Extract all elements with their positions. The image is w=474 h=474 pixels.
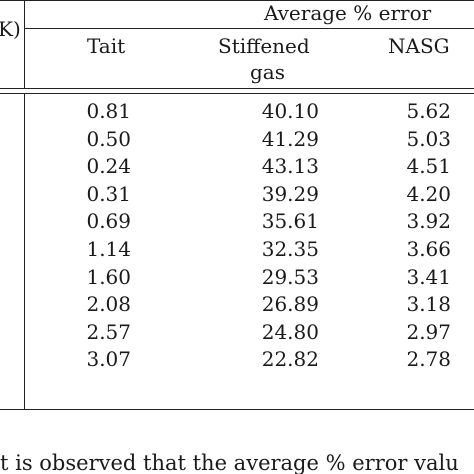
group-header-underline [24,28,474,29]
table-cell: 0.50 [86,126,131,151]
table-cell: 0.81 [86,99,131,123]
table-cell: 29.53 [261,264,319,289]
table-cell: 41.29 [261,126,319,151]
table-cell: 2.57 [86,319,131,344]
table-cell: 2.78 [406,347,451,372]
table-cell: 2.97 [406,319,451,344]
top-rule [0,0,474,1]
table-cell: 40.10 [261,99,319,123]
header-bottom-rule-2 [0,93,474,94]
table-cell: 26.89 [261,292,319,317]
stub-column-divider-body [24,93,25,409]
stub-header-fragment: K) [0,17,21,41]
table-cell: 2.08 [86,292,131,317]
column-header-stiffened: Stiffened [218,34,310,58]
table-cell: 1.60 [86,264,131,289]
table-cell: 3.41 [406,264,451,289]
table-cell: 0.31 [86,181,131,206]
table-cell: 39.29 [261,181,319,206]
table-cell: 24.80 [261,319,319,344]
column-header-nasg: NASG [388,34,450,58]
table-bottom-rule [0,409,474,410]
header-bottom-rule-1 [0,88,474,89]
table-cell: 43.13 [261,154,319,179]
stub-column-divider [24,0,25,88]
table-cell: 3.66 [406,237,451,261]
table-cell: 3.92 [406,209,451,234]
table-cell: 0.24 [86,154,131,179]
table-cell: 35.61 [261,209,319,234]
table-cell: 3.07 [86,347,131,372]
table-cell: 5.62 [406,99,451,123]
table-cell: 5.03 [406,126,451,151]
table-cell: 22.82 [261,347,319,372]
table-cell: 4.20 [406,181,451,206]
table-cell: 0.69 [86,209,131,234]
group-header-average-error: Average % error [264,1,432,25]
column-header-tait: Tait [87,34,126,58]
table-cell: 1.14 [86,237,131,261]
caption-text: t is observed that the average % error v… [0,451,459,474]
table-cell: 4.51 [406,154,451,179]
column-header-stiffened-gas-line2: gas [250,60,285,84]
table-cell: 3.18 [406,292,451,317]
table-cell: 32.35 [261,237,319,261]
